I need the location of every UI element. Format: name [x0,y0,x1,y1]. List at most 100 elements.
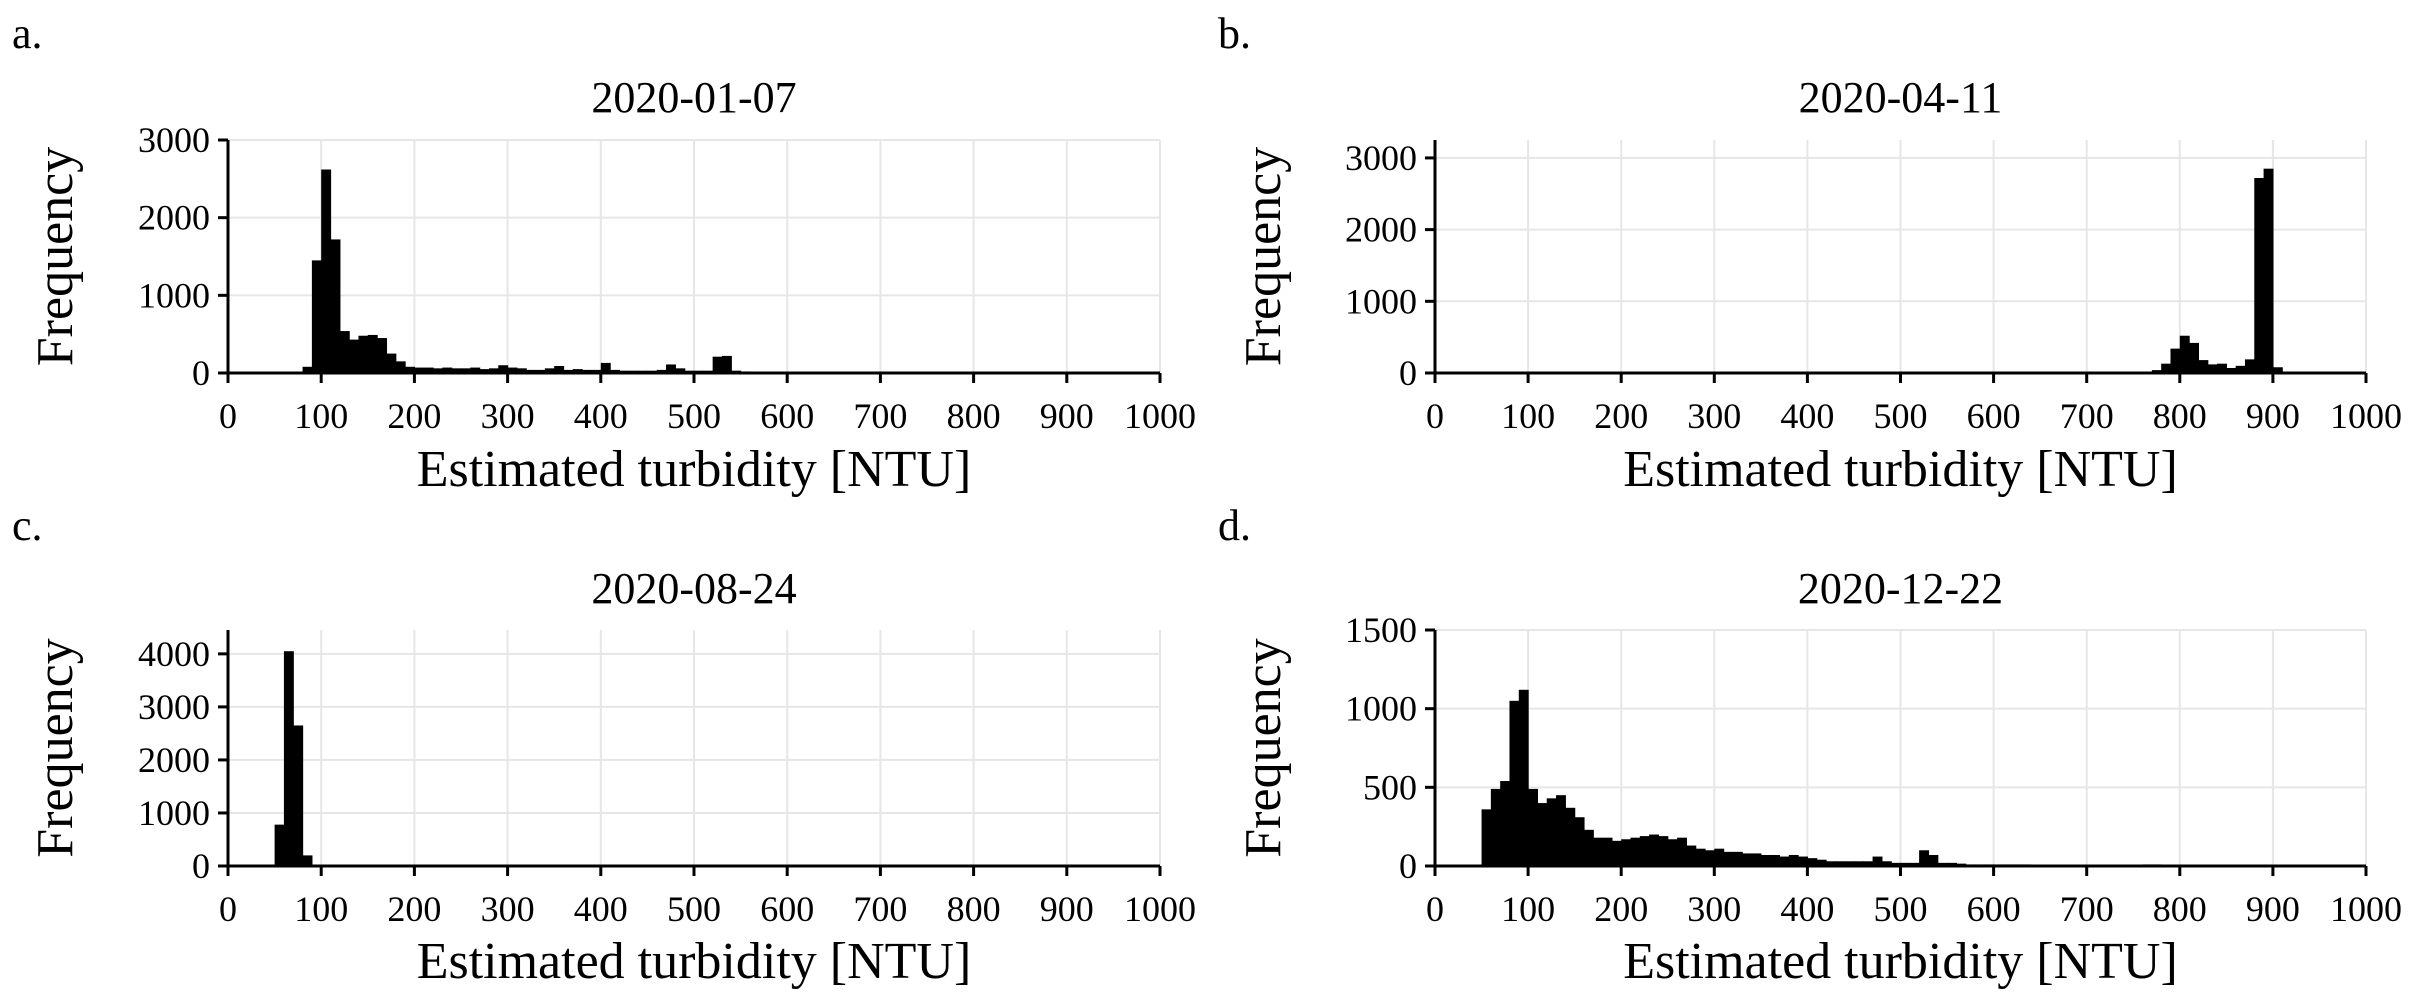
histogram-bar [2179,335,2190,373]
histogram-bar [1546,798,1557,866]
x-tick-label: 100 [294,889,348,929]
chart-title: 2020-04-11 [1799,73,2003,122]
histogram-bar [2272,367,2283,373]
histogram-bar [1528,788,1539,866]
histogram-bar [1490,788,1501,866]
x-tick-label: 900 [2246,889,2300,929]
histogram-bar [2161,363,2172,373]
histogram-bar [610,369,621,373]
x-tick-label: 0 [1426,396,1444,436]
histogram-bar [1919,850,1930,866]
histogram-bar [712,356,723,373]
histogram-bar [1593,837,1604,866]
histogram-bar [1611,840,1622,866]
histogram-bar [1556,795,1566,866]
y-tick-label: 1000 [1345,689,1417,729]
histogram-bar [479,369,490,373]
x-axis-label: Estimated turbidity [NTU] [1623,441,2178,498]
x-tick-label: 0 [219,396,237,436]
panel-letter: d. [1218,501,1251,550]
panel-a: a. 2020-01-07 0 100 200 300 400 500 600 700 800 900… [12,9,1196,498]
x-tick-label: 400 [1780,396,1834,436]
panel-letter: c. [12,501,43,550]
histogram-bar [283,651,294,866]
histogram-bar [544,368,555,373]
y-tick-label: 3000 [1345,138,1417,178]
chart-title: 2020-08-24 [591,564,796,613]
histogram-bar [1732,851,1743,866]
histogram-bar [339,331,350,373]
x-tick-label: 0 [1426,889,1444,929]
x-tick-label: 200 [387,889,441,929]
y-tick-label: 3000 [138,120,210,160]
y-tick-label: 2000 [138,740,210,780]
x-tick-label: 800 [2153,396,2207,436]
histogram-bar [1500,781,1511,866]
y-tick-label: 2000 [138,198,210,238]
y-tick-label: 0 [1399,846,1417,886]
x-tick-label: 200 [387,396,441,436]
histogram-bar [1909,862,1920,866]
histogram-bar [554,366,565,373]
histogram-bar [1518,689,1529,866]
histogram-bar [1630,837,1641,866]
panel-letter: b. [1218,9,1251,58]
histogram-bar [1798,856,1808,866]
y-axis-label: Frequency [27,638,84,857]
histogram-bar [488,368,499,373]
x-tick-label: 700 [853,396,907,436]
histogram-bar [1704,850,1715,866]
histogram-bar [572,369,583,373]
histogram-bar [2170,348,2181,373]
histogram-bar [1807,858,1818,866]
histogram-bar [2235,365,2246,373]
x-tick-label: 700 [853,889,907,929]
x-tick-label: 600 [1967,889,2021,929]
histogram-bar [1872,856,1883,866]
histogram-bar [405,366,415,373]
x-tick-label: 600 [760,889,814,929]
histogram-bar [1891,862,1902,866]
histogram-bar [451,368,462,373]
y-tick-label: 500 [1363,767,1417,807]
histogram-bar [1639,836,1650,866]
histogram-bar [1481,809,1492,866]
histogram-bar [433,368,443,373]
histogram-bar [1900,862,1911,866]
histogram-bar [535,369,546,373]
x-tick-label: 400 [574,396,628,436]
x-tick-label: 900 [2246,396,2300,436]
histogram-bar [563,369,574,373]
y-axis-label: Frequency [27,147,84,366]
histogram-bar [1723,851,1734,866]
y-tick-label: 4000 [138,634,210,674]
histogram-bar [1714,848,1725,866]
x-tick-label: 900 [1040,889,1094,929]
y-axis-label: Frequency [1235,638,1292,857]
histogram-bar [721,355,732,373]
y-tick-label: 3000 [138,687,210,727]
histogram-bar [414,367,425,373]
histogram-bar [2263,168,2274,373]
histogram-bar [1509,700,1520,866]
x-axis-label: Estimated turbidity [NTU] [417,441,972,498]
histogram-bar [386,353,397,373]
x-tick-label: 500 [1874,889,1928,929]
histogram-bar [330,239,341,373]
histogram-bar [1583,829,1594,866]
x-tick-label: 1000 [1124,889,1196,929]
histogram-bar [367,334,378,373]
x-axis-label: Estimated turbidity [NTU] [1623,933,2178,990]
histogram-bar [1863,861,1874,866]
x-tick-label: 800 [947,396,1001,436]
x-tick-label: 900 [1040,396,1094,436]
histogram-bar [1677,837,1687,866]
histogram-bar [1760,854,1771,866]
histogram-bar [1844,861,1855,866]
x-tick-label: 500 [667,889,721,929]
histogram-bar [1937,862,1948,866]
y-tick-label: 0 [192,846,210,886]
chart-title: 2020-01-07 [591,73,796,122]
x-tick-label: 800 [2153,889,2207,929]
y-tick-label: 1000 [138,275,210,315]
